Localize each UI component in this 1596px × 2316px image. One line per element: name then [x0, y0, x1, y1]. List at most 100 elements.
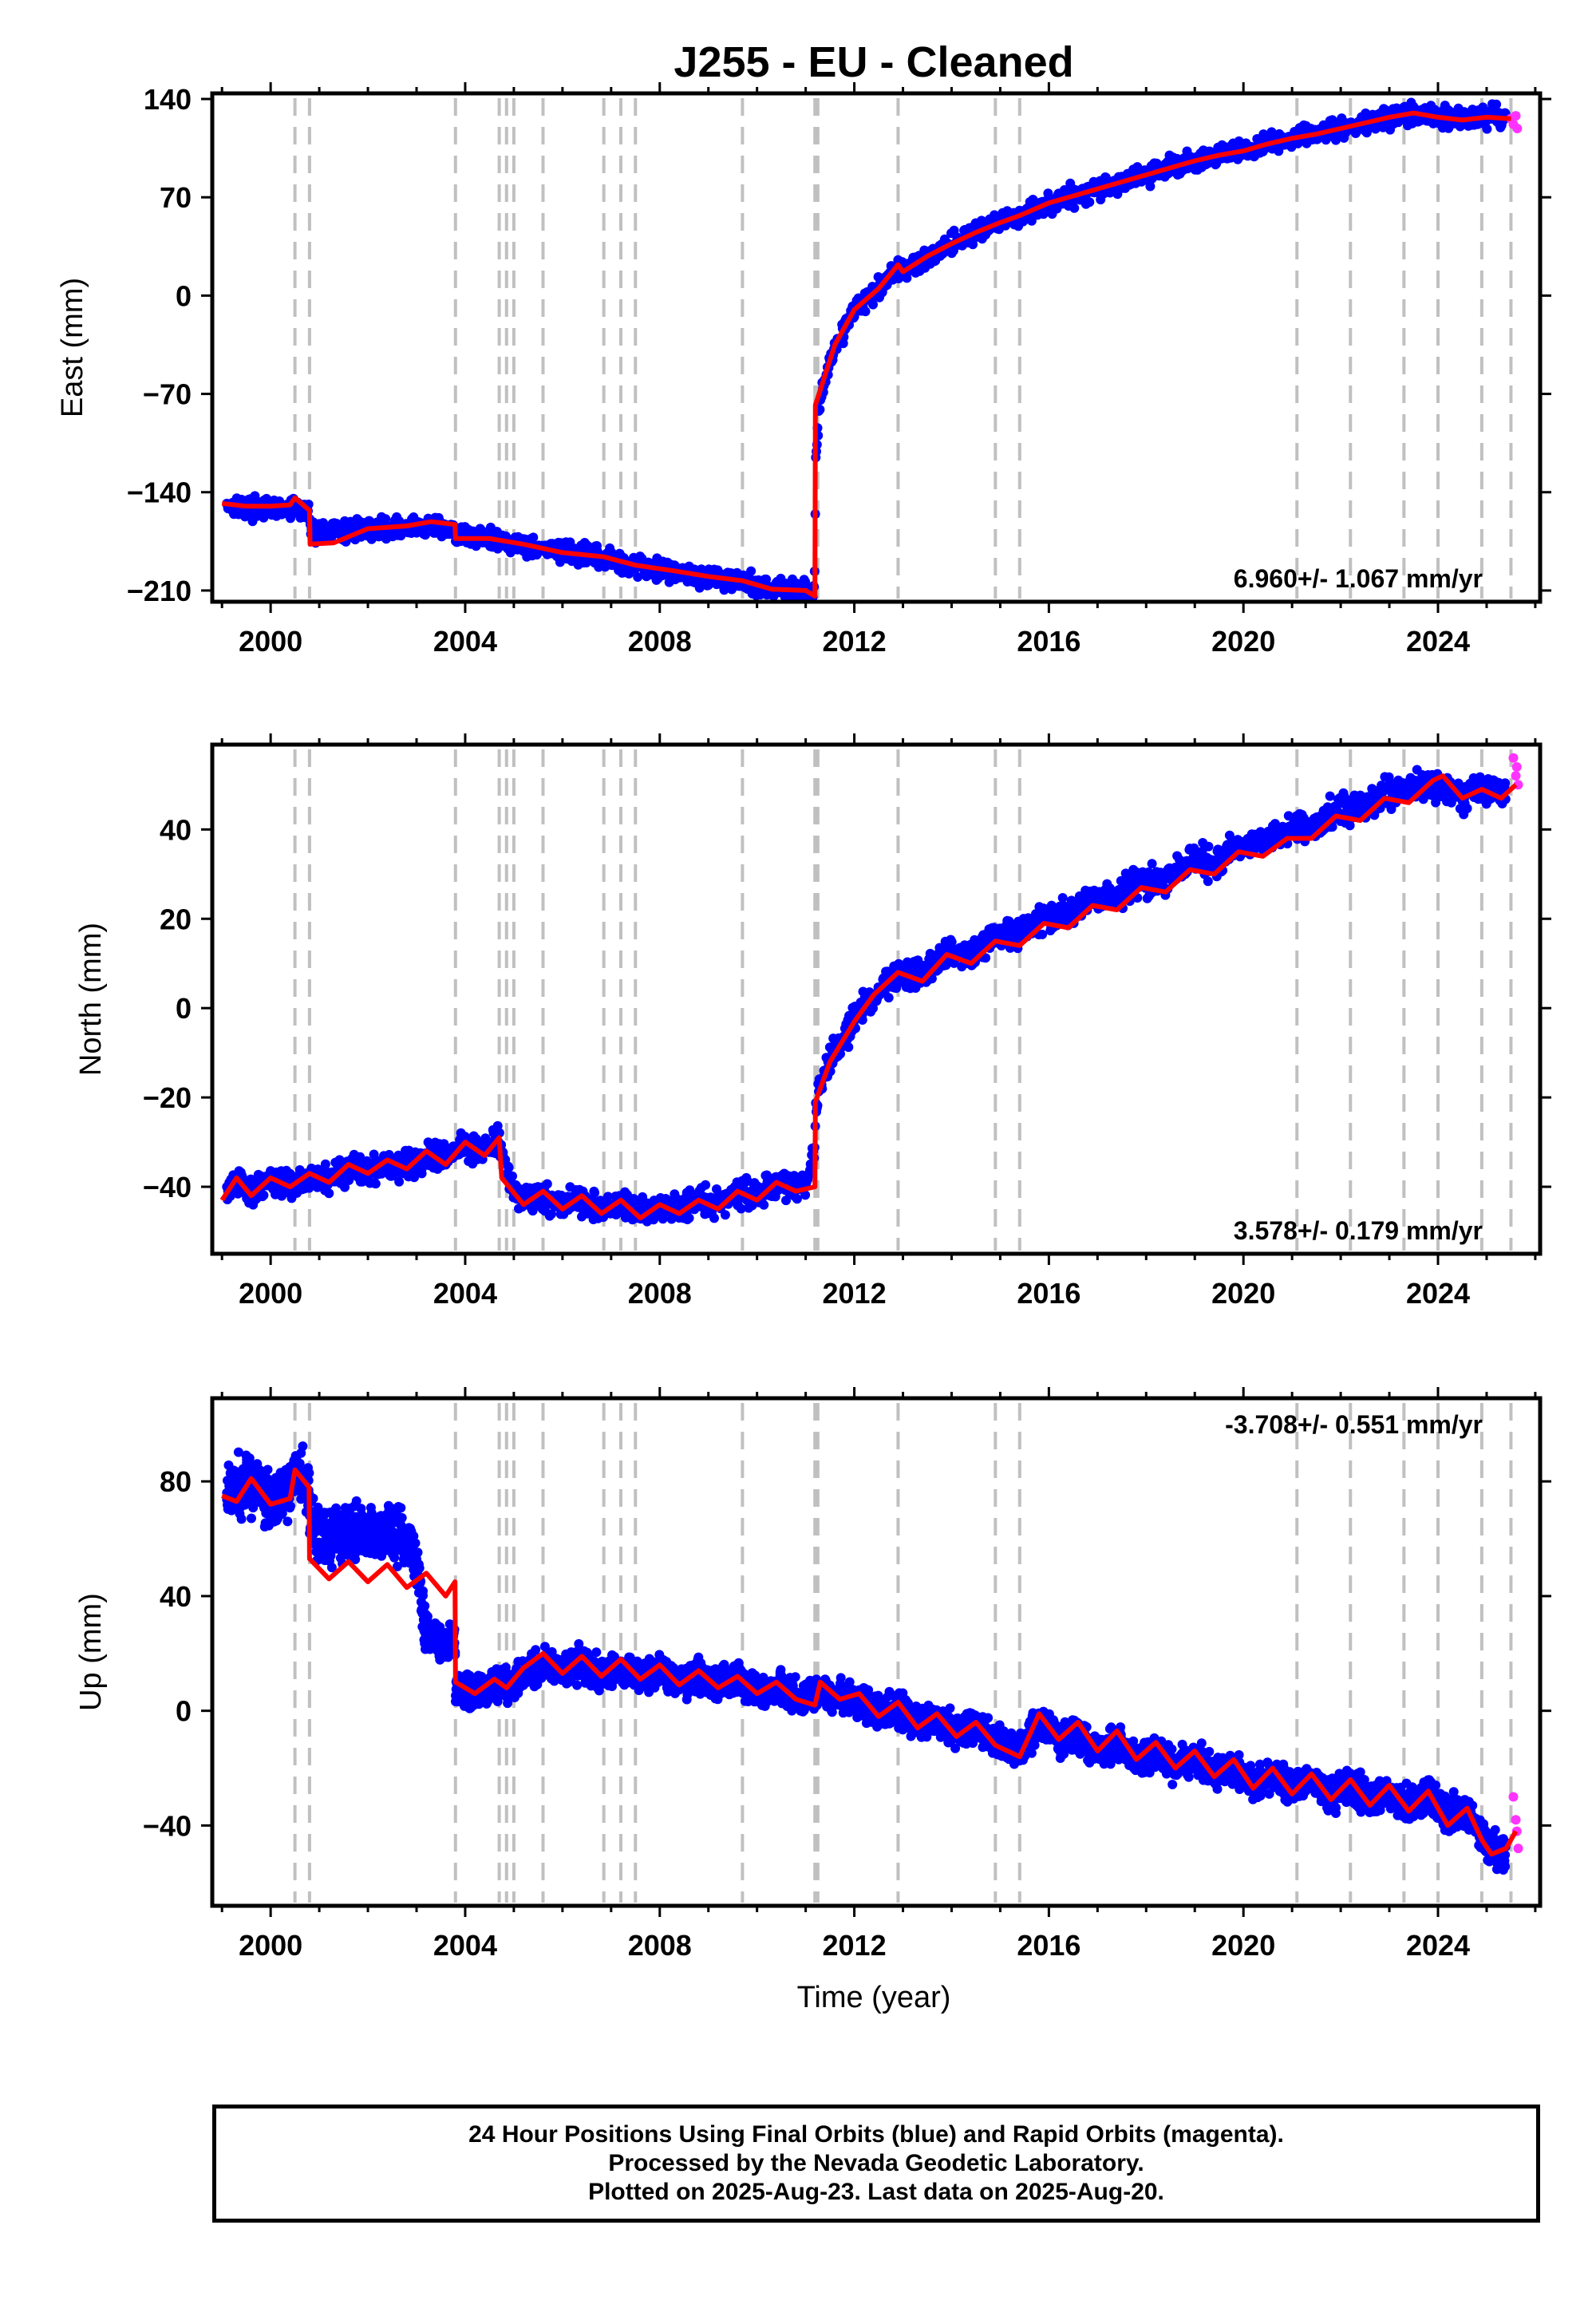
final-orbit-point — [1203, 876, 1213, 887]
final-orbit-point — [1386, 804, 1396, 814]
rate-label: 3.578+/- 0.179 mm/yr — [1234, 1216, 1483, 1245]
final-orbit-point — [504, 1163, 514, 1172]
final-orbit-point — [860, 306, 871, 317]
final-orbit-point — [1283, 811, 1294, 821]
final-orbit-point — [746, 566, 757, 576]
x-tick-label: 2000 — [239, 1277, 302, 1310]
final-orbit-point — [800, 1190, 811, 1200]
final-orbit-point — [590, 1188, 600, 1198]
final-orbit-point — [282, 1516, 293, 1527]
y-tick-label: −210 — [127, 575, 192, 607]
final-orbit-point — [759, 1199, 769, 1210]
final-orbit-point — [298, 1441, 308, 1452]
final-orbit-point — [370, 1179, 381, 1189]
rapid-orbit-point — [1511, 771, 1521, 781]
x-tick-label: 2012 — [823, 1277, 887, 1310]
final-orbit-point — [421, 530, 430, 540]
x-tick-label: 2012 — [823, 625, 887, 658]
x-tick-label: 2020 — [1211, 1277, 1275, 1310]
final-orbit-point — [1069, 203, 1080, 213]
final-orbit-point — [902, 273, 912, 283]
plot-area — [221, 97, 1523, 602]
final-orbit-point — [236, 1514, 247, 1524]
model-line — [221, 110, 1511, 599]
final-orbit-point — [247, 1513, 256, 1524]
final-orbit-point — [761, 1170, 772, 1180]
y-tick-label: −40 — [143, 1171, 192, 1203]
rapid-orbit-point — [1511, 111, 1521, 121]
final-orbit-point — [1482, 124, 1492, 134]
final-orbit-point — [1084, 197, 1095, 207]
final-orbit-point — [494, 1128, 504, 1138]
final-orbit-point — [736, 1203, 746, 1214]
final-orbit-point — [528, 532, 539, 543]
final-orbit-point — [304, 1468, 314, 1478]
final-orbit-point — [334, 1155, 345, 1165]
plot-area — [221, 1403, 1523, 1903]
final-orbit-point — [629, 1194, 639, 1203]
final-orbit-point — [244, 1453, 255, 1464]
final-orbit-point — [720, 1210, 730, 1220]
y-axis-label: East (mm) — [56, 278, 89, 417]
final-orbit-point — [508, 1171, 517, 1181]
y-tick-label: 0 — [176, 279, 192, 312]
final-orbit-point — [1325, 791, 1335, 801]
final-orbit-point — [542, 1179, 552, 1189]
final-orbit-point — [891, 983, 902, 994]
x-tick-label: 2024 — [1406, 1277, 1470, 1310]
final-orbit-point — [294, 1458, 305, 1468]
x-tick-label: 2008 — [628, 1277, 692, 1310]
x-tick-label: 2020 — [1211, 625, 1275, 658]
y-tick-label: 0 — [176, 992, 192, 1025]
final-orbit-point — [1491, 99, 1502, 109]
final-orbit-point — [1345, 820, 1355, 831]
rapid-orbit-point — [1508, 753, 1519, 763]
final-orbit-point — [320, 1159, 330, 1169]
plot-area — [219, 749, 1523, 1251]
rate-label: 6.960+/- 1.067 mm/yr — [1234, 564, 1483, 593]
final-orbit-point — [1203, 841, 1214, 852]
final-orbit-point — [868, 299, 878, 310]
final-orbit-point — [248, 1503, 259, 1513]
x-tick-label: 2016 — [1017, 625, 1080, 658]
y-axis-label: North (mm) — [74, 923, 108, 1076]
final-orbit-point — [701, 1180, 711, 1190]
final-orbit-point — [259, 1190, 269, 1200]
final-orbit-point — [1152, 158, 1162, 168]
axes-frame — [210, 91, 1543, 604]
final-orbit-point — [340, 1182, 350, 1192]
final-orbit-point — [633, 572, 643, 582]
final-orbit-point — [946, 937, 957, 947]
final-orbit-point — [394, 1176, 405, 1187]
final-orbit-point — [324, 1188, 334, 1199]
x-tick-label: 2016 — [1017, 1277, 1080, 1310]
rapid-orbit-point — [1511, 761, 1522, 772]
final-orbit-point — [843, 1042, 854, 1053]
x-tick-label: 2008 — [628, 625, 692, 658]
final-orbit-point — [1147, 859, 1157, 869]
final-orbit-point — [792, 1194, 802, 1204]
final-orbit-point — [868, 1003, 878, 1014]
final-orbit-point — [263, 1464, 273, 1475]
final-orbit-point — [233, 1447, 243, 1457]
final-orbit-point — [602, 1192, 613, 1202]
y-tick-label: 20 — [160, 903, 192, 935]
y-tick-label: −70 — [143, 378, 192, 411]
final-orbit-point — [1462, 804, 1472, 813]
final-orbit-point — [1384, 772, 1394, 782]
y-tick-label: −140 — [127, 476, 192, 509]
final-orbit-point — [1057, 893, 1068, 903]
final-orbit-points — [222, 97, 1511, 602]
y-tick-label: 140 — [144, 83, 192, 116]
model-line — [219, 773, 1518, 1221]
y-tick-label: 40 — [160, 813, 192, 846]
x-tick-label: 2000 — [239, 625, 302, 658]
axes-frame — [210, 742, 1543, 1256]
final-orbit-point — [277, 1508, 287, 1519]
final-orbit-point — [1037, 929, 1048, 939]
y-tick-label: −20 — [143, 1081, 192, 1114]
